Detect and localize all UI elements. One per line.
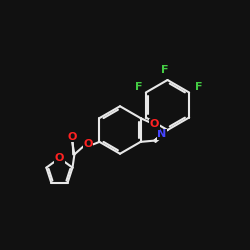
Text: O: O [55, 153, 64, 163]
Text: N: N [157, 130, 166, 140]
Text: O: O [67, 132, 76, 142]
Text: O: O [150, 120, 159, 130]
Text: O: O [84, 140, 93, 149]
Text: F: F [134, 82, 142, 92]
Text: F: F [196, 82, 203, 92]
Text: F: F [161, 65, 169, 75]
